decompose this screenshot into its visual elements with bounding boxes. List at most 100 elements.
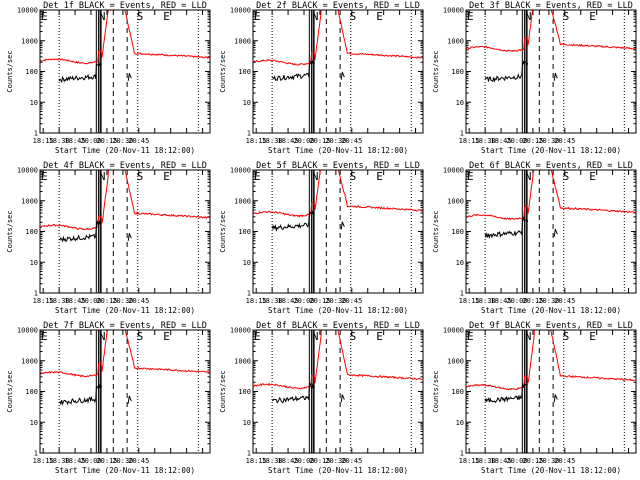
x-tick-label: 20:00 xyxy=(293,137,314,145)
y-tick-label: 100 xyxy=(451,68,464,76)
events-black-series-tail xyxy=(553,228,558,237)
x-axis-label: Start Time (20-Nov-11 18:12:00) xyxy=(481,466,621,475)
marker-letter: E xyxy=(254,10,261,23)
panel-title: Det 4f BLACK = Events, RED = LLD xyxy=(43,161,207,171)
lld-red-series xyxy=(253,330,423,390)
y-tick-label: 1 xyxy=(247,450,251,458)
marker-letter: E xyxy=(467,170,474,183)
marker-letter: N xyxy=(312,170,319,183)
marker-letter: E xyxy=(41,330,48,343)
events-black-series-tail xyxy=(127,395,132,404)
x-tick-label: 20:30 xyxy=(538,457,559,465)
x-tick-label: 20:45 xyxy=(128,457,149,465)
x-tick-label: 18:30 xyxy=(49,297,70,305)
x-tick-label: 20:45 xyxy=(341,137,362,145)
y-axis-label: Counts/sec xyxy=(6,50,14,92)
y-tick-label: 10 xyxy=(30,419,38,427)
lld-red-series xyxy=(466,330,636,391)
events-black-series xyxy=(58,61,103,84)
marker-letter: N xyxy=(525,330,532,343)
y-tick-label: 10000 xyxy=(443,167,464,175)
panel-frame xyxy=(465,9,637,134)
panel-title: Det 9f BLACK = Events, RED = LLD xyxy=(469,321,633,331)
x-tick-label: 20:00 xyxy=(506,457,527,465)
marker-letter: S xyxy=(137,170,144,183)
marker-letter: N xyxy=(99,330,106,343)
panel-frame xyxy=(252,169,424,294)
x-tick-label: 18:15 xyxy=(246,297,267,305)
marker-letter: E xyxy=(163,10,170,23)
marker-letter: N xyxy=(525,170,532,183)
marker-letter: E xyxy=(589,170,596,183)
x-tick-label: 18:15 xyxy=(459,297,480,305)
marker-letter: S xyxy=(350,10,357,23)
y-tick-label: 10000 xyxy=(17,327,38,335)
x-tick-label: 20:45 xyxy=(554,297,575,305)
events-black-series xyxy=(271,382,316,404)
x-tick-label: 20:00 xyxy=(293,457,314,465)
events-black-series xyxy=(484,383,528,404)
x-tick-label: 20:00 xyxy=(80,457,101,465)
events-black-series xyxy=(484,215,529,239)
y-tick-label: 10 xyxy=(456,99,464,107)
x-axis-label: Start Time (20-Nov-11 18:12:00) xyxy=(55,466,195,475)
events-black-series xyxy=(484,60,529,83)
y-tick-label: 1000 xyxy=(21,357,38,365)
x-axis-label: Start Time (20-Nov-11 18:12:00) xyxy=(268,146,408,155)
x-tick-label: 18:15 xyxy=(33,297,54,305)
x-tick-label: 20:45 xyxy=(128,137,149,145)
panel-title: Det 8f BLACK = Events, RED = LLD xyxy=(256,321,420,331)
x-tick-label: 20:00 xyxy=(80,297,101,305)
marker-letter: N xyxy=(312,330,319,343)
lld-red-series xyxy=(40,330,210,378)
y-tick-label: 1 xyxy=(460,290,464,298)
panel-title: Det 6f BLACK = Events, RED = LLD xyxy=(469,161,633,171)
y-tick-label: 10 xyxy=(243,99,251,107)
y-axis-label: Counts/sec xyxy=(219,210,227,252)
events-black-series xyxy=(271,60,315,82)
x-axis-label: Start Time (20-Nov-11 18:12:00) xyxy=(481,146,621,155)
lld-red-series xyxy=(466,10,636,53)
x-tick-label: 20:15 xyxy=(522,137,543,145)
y-tick-label: 1000 xyxy=(234,37,251,45)
x-axis-label: Start Time (20-Nov-11 18:12:00) xyxy=(268,466,408,475)
events-black-series xyxy=(58,220,102,243)
marker-letter: S xyxy=(350,170,357,183)
lld-red-series xyxy=(40,170,210,231)
x-tick-label: 18:45 xyxy=(65,137,86,145)
x-tick-label: 18:15 xyxy=(246,457,267,465)
y-tick-label: 1000 xyxy=(21,197,38,205)
x-tick-label: 20:15 xyxy=(522,457,543,465)
marker-letter: S xyxy=(137,330,144,343)
events-black-series-tail xyxy=(553,394,558,403)
lld-red-series xyxy=(253,170,423,218)
x-tick-label: 18:45 xyxy=(491,457,512,465)
x-tick-label: 20:15 xyxy=(96,457,117,465)
panel-frame xyxy=(465,169,637,294)
x-tick-label: 20:30 xyxy=(325,137,346,145)
y-tick-label: 100 xyxy=(451,388,464,396)
events-black-series-tail xyxy=(340,221,345,230)
marker-letter: N xyxy=(312,10,319,23)
x-tick-label: 20:45 xyxy=(341,297,362,305)
x-tick-label: 20:30 xyxy=(325,297,346,305)
x-tick-label: 18:45 xyxy=(491,137,512,145)
x-tick-label: 18:30 xyxy=(262,457,283,465)
y-tick-label: 10 xyxy=(456,419,464,427)
events-black-series-tail xyxy=(553,73,558,81)
x-tick-label: 20:45 xyxy=(554,457,575,465)
events-black-series-tail xyxy=(127,73,132,81)
x-tick-label: 18:30 xyxy=(49,137,70,145)
x-tick-label: 18:30 xyxy=(262,297,283,305)
x-tick-label: 18:15 xyxy=(459,137,480,145)
marker-letter: S xyxy=(350,330,357,343)
marker-letter: E xyxy=(467,330,474,343)
x-tick-label: 18:45 xyxy=(65,297,86,305)
marker-letter: S xyxy=(563,10,570,23)
x-tick-label: 20:00 xyxy=(506,297,527,305)
events-black-series-tail xyxy=(340,71,345,80)
y-tick-label: 1000 xyxy=(447,357,464,365)
y-axis-label: Counts/sec xyxy=(6,370,14,412)
x-tick-label: 18:15 xyxy=(33,137,54,145)
